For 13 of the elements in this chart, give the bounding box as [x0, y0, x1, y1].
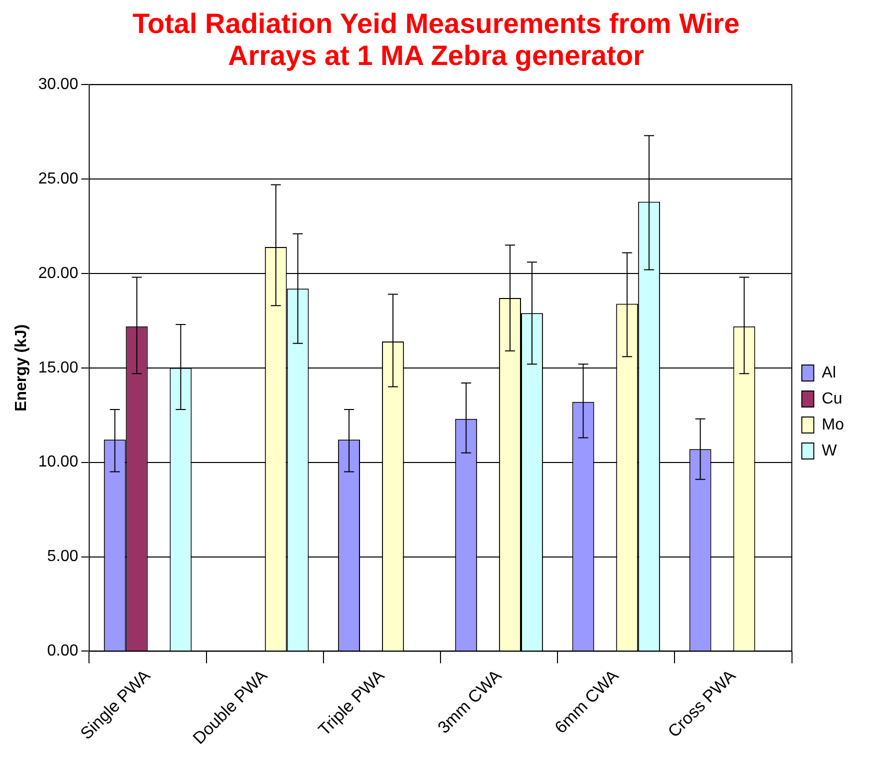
y-tick-label: 5.00: [47, 548, 78, 566]
legend-label: Cu: [822, 390, 842, 408]
y-tick-label: 30.00: [38, 76, 78, 94]
legend-label: W: [822, 442, 838, 460]
y-tick-label: 15.00: [38, 359, 78, 376]
y-axis-title: Energy (kJ): [13, 324, 30, 412]
legend-label: Al: [822, 364, 836, 382]
y-tick-label: 25.00: [38, 170, 78, 188]
legend-label: Mo: [822, 416, 844, 434]
chart-title: Total Radiation Yeid Measurements from Wire Arrays at 1 MA Zebra generator: [131, 8, 741, 72]
y-tick-label: 10.00: [38, 454, 78, 471]
y-tick-label: 0.00: [47, 642, 78, 660]
y-tick-label: 20.00: [38, 264, 78, 282]
